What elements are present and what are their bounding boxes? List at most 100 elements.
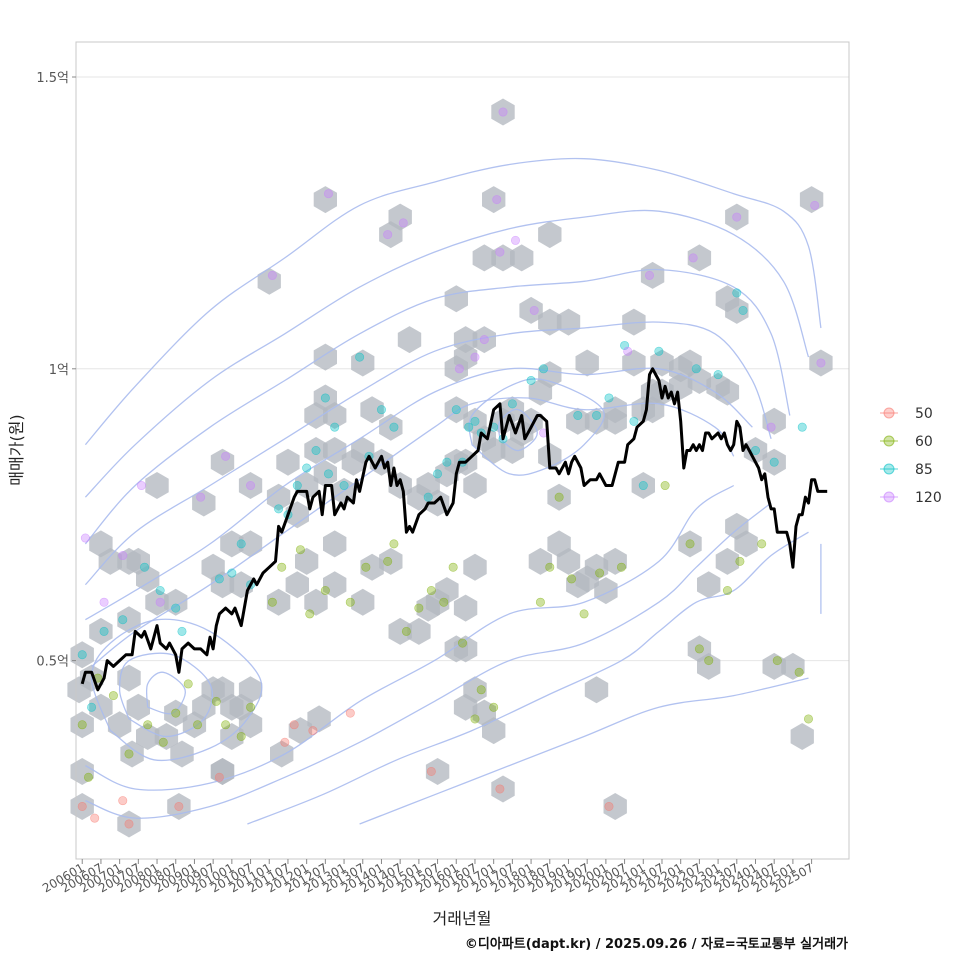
hexbin-cell <box>170 740 194 768</box>
data-point-60 <box>772 656 782 666</box>
hexbin-cell <box>697 652 721 680</box>
data-point-85 <box>140 562 150 572</box>
legend-key-point <box>883 435 895 447</box>
data-point-60 <box>389 539 399 549</box>
data-point-120 <box>136 481 146 491</box>
hexbin-cell <box>584 676 609 704</box>
data-point-60 <box>77 720 87 730</box>
data-point-60 <box>567 574 577 584</box>
hexbin-cell <box>453 594 478 622</box>
hexbin-cell <box>288 717 313 745</box>
data-point-120 <box>221 451 231 461</box>
hexbin-cell <box>360 553 384 581</box>
hexbin-cell <box>631 472 655 499</box>
data-point-85 <box>507 399 517 409</box>
data-point-85 <box>797 422 807 432</box>
data-point-60 <box>267 597 277 607</box>
hexbin-cell <box>351 349 375 377</box>
hexbin-cell <box>379 413 403 441</box>
data-point-85 <box>738 305 748 315</box>
hexbin-cell <box>472 326 496 354</box>
data-point-50 <box>118 796 128 806</box>
y-tick-label: 0.5억 <box>36 655 69 670</box>
data-point-60 <box>193 720 203 730</box>
data-point-85 <box>274 504 284 514</box>
hexbin-cell <box>285 571 309 599</box>
hexbin-cell <box>715 547 740 575</box>
data-point-85 <box>592 410 602 420</box>
data-point-120 <box>766 422 776 432</box>
data-point-85 <box>389 422 399 432</box>
hexbin-cell <box>584 553 609 581</box>
hexbin-cell <box>528 547 553 575</box>
density-contour <box>84 321 772 586</box>
hexbin-cell <box>323 530 347 558</box>
data-point-85 <box>638 481 648 491</box>
density-contour <box>90 618 263 762</box>
data-point-60 <box>83 772 93 782</box>
scatter-points <box>77 107 826 829</box>
hexbin-cell <box>444 285 468 313</box>
data-point-60 <box>694 644 704 654</box>
data-point-60 <box>401 626 411 636</box>
source-caption: ©디아파트(dapt.kr) / 2025.09.26 / 자료=국토교통부 실… <box>465 936 848 952</box>
hexbin-cell <box>192 489 216 517</box>
data-point-50 <box>495 784 505 794</box>
data-point-85 <box>355 352 365 362</box>
data-point-60 <box>171 708 181 718</box>
data-point-60 <box>246 702 256 712</box>
data-point-85 <box>99 626 109 636</box>
data-point-120 <box>510 235 520 245</box>
hexbin-cell <box>725 203 749 231</box>
hexbin-cell <box>136 723 160 750</box>
hexbin-cell <box>313 460 337 488</box>
hexbin-cell <box>463 553 487 581</box>
density-contour <box>85 484 735 791</box>
hexbin-cell <box>444 355 468 383</box>
data-point-50 <box>345 708 355 718</box>
data-point-50 <box>90 813 100 823</box>
data-point-85 <box>526 375 536 385</box>
data-point-85 <box>236 539 246 549</box>
data-point-60 <box>320 586 330 596</box>
data-point-60 <box>545 562 555 572</box>
data-point-120 <box>492 195 502 205</box>
hexbin-cell <box>538 308 562 336</box>
hexbin-cell <box>790 723 814 750</box>
hexbin-cell <box>603 407 627 435</box>
data-point-85 <box>330 422 340 432</box>
x-axis-title: 거래년월 <box>433 909 492 928</box>
data-point-60 <box>704 656 714 666</box>
hexbin-cell <box>425 489 450 517</box>
hexbin-cell <box>762 652 786 680</box>
data-point-60 <box>295 545 305 555</box>
data-point-120 <box>645 270 655 280</box>
hexbin-cell <box>360 396 384 424</box>
density-contour <box>145 671 186 715</box>
hexbin-cell <box>510 244 534 272</box>
data-point-60 <box>383 556 393 566</box>
data-point-85 <box>732 288 742 298</box>
data-point-120 <box>99 597 109 607</box>
hexbin-cell <box>603 793 627 820</box>
data-point-50 <box>308 726 318 736</box>
hexbin-cell <box>89 530 113 558</box>
data-point-85 <box>323 469 333 479</box>
data-point-85 <box>713 370 723 380</box>
data-point-85 <box>214 574 224 584</box>
hexbin-cell <box>238 711 263 739</box>
hexbin-cell <box>491 98 515 126</box>
hexbin-cell <box>678 530 702 558</box>
data-point-60 <box>277 562 287 572</box>
data-point-85 <box>339 481 349 491</box>
data-point-50 <box>604 801 614 811</box>
hexbin-cell <box>603 547 627 575</box>
data-point-120 <box>816 358 826 368</box>
data-point-120 <box>810 200 820 210</box>
data-point-85 <box>691 364 701 374</box>
hexbin-cell <box>351 588 375 616</box>
data-point-60 <box>803 714 813 724</box>
data-point-120 <box>383 230 393 240</box>
hexbin-cell <box>650 349 674 377</box>
